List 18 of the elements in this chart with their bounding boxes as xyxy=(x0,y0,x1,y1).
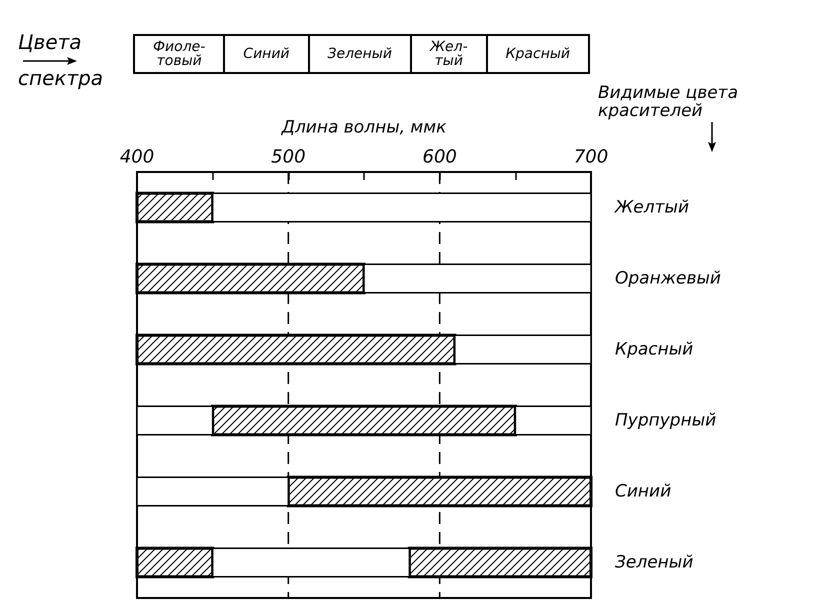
y-tick-label: Желтый xyxy=(614,198,690,218)
y-tick-label: Красный xyxy=(615,340,694,360)
x-axis-title: Длина волны, ммк xyxy=(280,118,448,138)
x-tick-label: 600 xyxy=(422,146,457,168)
x-tick-label: 400 xyxy=(120,146,154,168)
y-tick-label: Зеленый xyxy=(615,552,694,572)
y-axis-title: Видимые цвета красителей xyxy=(598,83,744,121)
text: Синий xyxy=(223,36,308,72)
text: Жел- тый xyxy=(410,36,486,72)
text: Фиоле- товый xyxy=(152,38,206,71)
text: Цвета спектра xyxy=(18,30,104,90)
text: Красный xyxy=(486,36,588,72)
y-tick-label: Оранжевый xyxy=(615,268,721,288)
y-tick-label: Синий xyxy=(615,482,672,502)
y-tick-label: Пурпурный xyxy=(615,410,716,430)
x-tick-label: 700 xyxy=(574,146,608,168)
x-tick-label: 500 xyxy=(271,146,306,168)
text: Зеленый xyxy=(308,36,410,72)
